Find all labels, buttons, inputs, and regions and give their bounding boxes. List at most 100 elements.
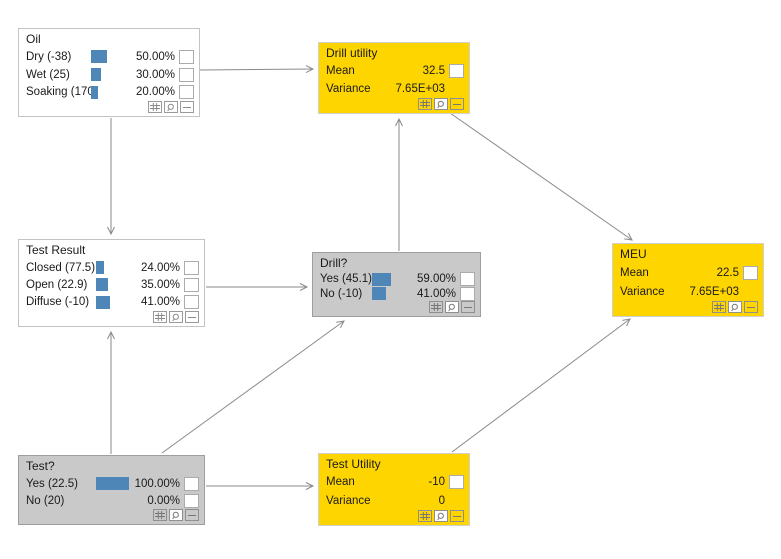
minimize-icon[interactable] (180, 101, 194, 114)
state-row: Soaking (170) 20.00% (26, 83, 194, 101)
table-grid-icon[interactable] (148, 101, 162, 114)
stat-row: Variance 0 (326, 492, 464, 511)
state-label: Diffuse (-10) (26, 296, 90, 309)
stat-label: Mean (326, 65, 355, 77)
probability-bar (96, 261, 104, 275)
minimize-icon[interactable] (461, 301, 475, 313)
stat-row: Mean 22.5 (620, 263, 759, 282)
node-oil[interactable]: Oil Dry (-38) 50.00% Wet (25) 30.00% Soaking … (18, 28, 200, 117)
table-grid-icon[interactable] (153, 311, 167, 323)
state-checkbox[interactable] (460, 286, 475, 301)
node-title-test-result: Test Result (26, 243, 86, 257)
stat-value: 32.5 (422, 65, 446, 77)
magnifier-icon[interactable] (445, 301, 459, 313)
state-row: Wet (25) 30.00% (26, 66, 194, 84)
probability-value: 41.00% (416, 287, 456, 300)
state-checkbox[interactable] (184, 260, 199, 275)
probability-bar (372, 272, 391, 286)
stat-label: Variance (326, 83, 371, 95)
stat-checkbox[interactable] (743, 265, 759, 280)
node-title-meu: MEU (620, 247, 647, 261)
table-grid-icon[interactable] (418, 510, 432, 522)
state-row: Dry (-38) 50.00% (26, 48, 194, 66)
node-drill-utility[interactable]: Drill utility Mean 32.5 Variance 7.65E+03 (318, 42, 470, 114)
state-row: Yes (45.1) 59.00% (320, 272, 475, 287)
edge-test-utility-to-meu (451, 318, 631, 453)
probability-value: 100.00% (134, 477, 180, 490)
state-label: No (-10) (320, 287, 363, 300)
minimize-icon[interactable] (185, 509, 199, 521)
state-checkbox[interactable] (184, 476, 199, 491)
node-test-result[interactable]: Test Result Closed (77.5) 24.00% Open (22.9… (18, 239, 205, 327)
minimize-icon[interactable] (450, 98, 464, 110)
node-title-oil: Oil (26, 32, 41, 46)
state-checkbox[interactable] (184, 493, 199, 508)
state-row: Yes (22.5) 100.00% (26, 475, 199, 492)
table-grid-icon[interactable] (418, 98, 432, 110)
node-toolbar (320, 301, 475, 314)
magnifier-icon[interactable] (434, 510, 448, 522)
probability-value: 24.00% (140, 261, 180, 274)
state-row: No (-10) 41.00% (320, 286, 475, 302)
table-grid-icon[interactable] (153, 509, 167, 521)
state-label: No (20) (26, 494, 65, 507)
state-checkbox[interactable] (179, 85, 194, 100)
state-label: Yes (22.5) (26, 477, 78, 490)
node-title-test-utility: Test Utility (326, 457, 381, 471)
edge-oil-to-drill-utility (199, 65, 315, 74)
minimize-icon[interactable] (744, 301, 758, 313)
probability-bar (96, 477, 129, 490)
stat-value: 22.5 (716, 266, 740, 279)
magnifier-icon[interactable] (169, 509, 183, 521)
probability-bar-zone (96, 477, 132, 490)
probability-bar-zone (91, 85, 127, 99)
probability-value: 30.00% (135, 68, 175, 81)
state-checkbox[interactable] (179, 49, 194, 64)
node-test-utility[interactable]: Test Utility Mean -10 Variance 0 (318, 453, 470, 526)
state-checkbox[interactable] (184, 295, 199, 310)
node-test[interactable]: Test? Yes (22.5) 100.00% No (20) 0.00% (18, 455, 205, 525)
probability-bar-zone (372, 272, 408, 286)
stat-value: 0 (438, 494, 446, 507)
edge-test-to-drill (161, 320, 345, 454)
magnifier-icon[interactable] (164, 101, 178, 114)
probability-value: 0.00% (147, 494, 180, 507)
probability-bar (96, 278, 108, 292)
stat-value: -10 (428, 476, 445, 489)
stat-checkbox[interactable] (449, 475, 464, 490)
table-grid-icon[interactable] (429, 301, 443, 313)
probability-bar (372, 287, 386, 301)
probability-bar-zone (372, 287, 408, 301)
stat-checkbox[interactable] (449, 64, 465, 78)
node-title-test: Test? (26, 459, 55, 473)
minimize-icon[interactable] (450, 510, 464, 522)
magnifier-icon[interactable] (728, 301, 742, 313)
stat-row: Variance 7.65E+03 (326, 80, 464, 98)
probability-value: 50.00% (135, 50, 175, 63)
stat-row: Variance 7.65E+03 (620, 282, 758, 301)
state-checkbox[interactable] (184, 277, 199, 292)
probability-bar (96, 295, 110, 309)
edge-drill-utility-to-meu (449, 112, 633, 241)
magnifier-icon[interactable] (169, 311, 183, 323)
stat-row: Mean 32.5 (326, 62, 465, 80)
state-row: Closed (77.5) 24.00% (26, 259, 199, 276)
node-toolbar (26, 101, 194, 114)
probability-bar (91, 85, 98, 99)
minimize-icon[interactable] (185, 311, 199, 323)
stat-label: Mean (620, 266, 649, 279)
probability-bar-zone (96, 295, 132, 309)
node-drill[interactable]: Drill? Yes (45.1) 59.00% No (-10) 41.00% (312, 252, 481, 317)
node-meu[interactable]: MEU Mean 22.5 Variance 7.65E+03 (612, 243, 764, 317)
magnifier-icon[interactable] (434, 98, 448, 110)
state-checkbox[interactable] (460, 272, 475, 287)
probability-value: 35.00% (140, 278, 180, 291)
table-grid-icon[interactable] (712, 301, 726, 313)
stat-value: 7.65E+03 (395, 83, 446, 95)
node-title-drill: Drill? (320, 256, 348, 270)
probability-bar (91, 50, 107, 64)
state-row: No (20) 0.00% (26, 492, 199, 509)
state-checkbox[interactable] (179, 67, 194, 82)
node-toolbar (326, 510, 464, 523)
